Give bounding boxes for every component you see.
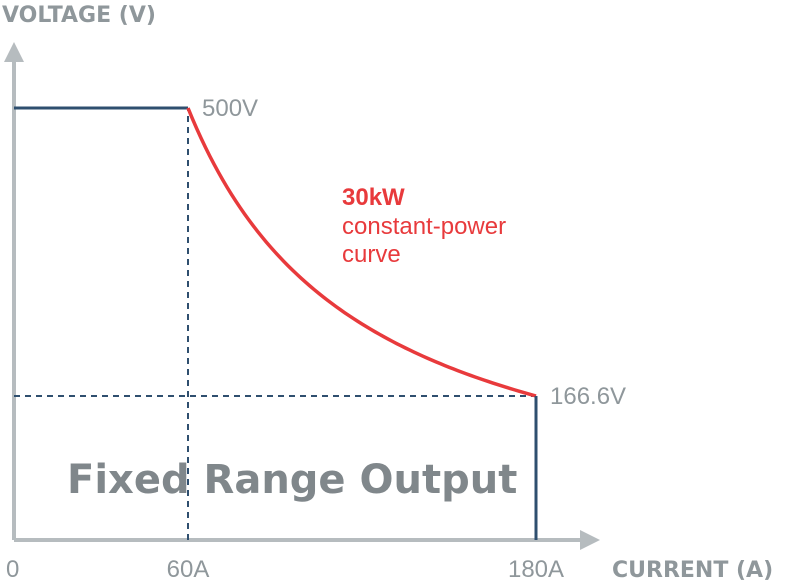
x-tick-label: 0 [6, 556, 19, 583]
y-axis-arrow [4, 42, 24, 62]
axes [4, 42, 600, 550]
x-tick-label: 60A [167, 556, 210, 583]
y-axis-title: VOLTAGE (V) [2, 3, 156, 28]
reference-lines [14, 108, 536, 540]
annotation-constant-power: constant-power [342, 213, 506, 240]
x-tick-labels: 0 60A 180A [6, 556, 564, 583]
x-axis-arrow [580, 530, 600, 550]
x-tick-label: 180A [508, 556, 564, 583]
x-axis-title: CURRENT (A) [612, 558, 773, 583]
series-constant-power [186, 107, 537, 398]
point-label: 166.6V [550, 383, 626, 410]
point-labels: 500V 166.6V [202, 95, 626, 410]
chart-title: Fixed Range Output [67, 457, 517, 503]
annotation-curve: curve [342, 241, 401, 268]
annotation-power: 30kW [342, 184, 405, 211]
point-label: 500V [202, 95, 258, 122]
series-layer [14, 106, 538, 540]
